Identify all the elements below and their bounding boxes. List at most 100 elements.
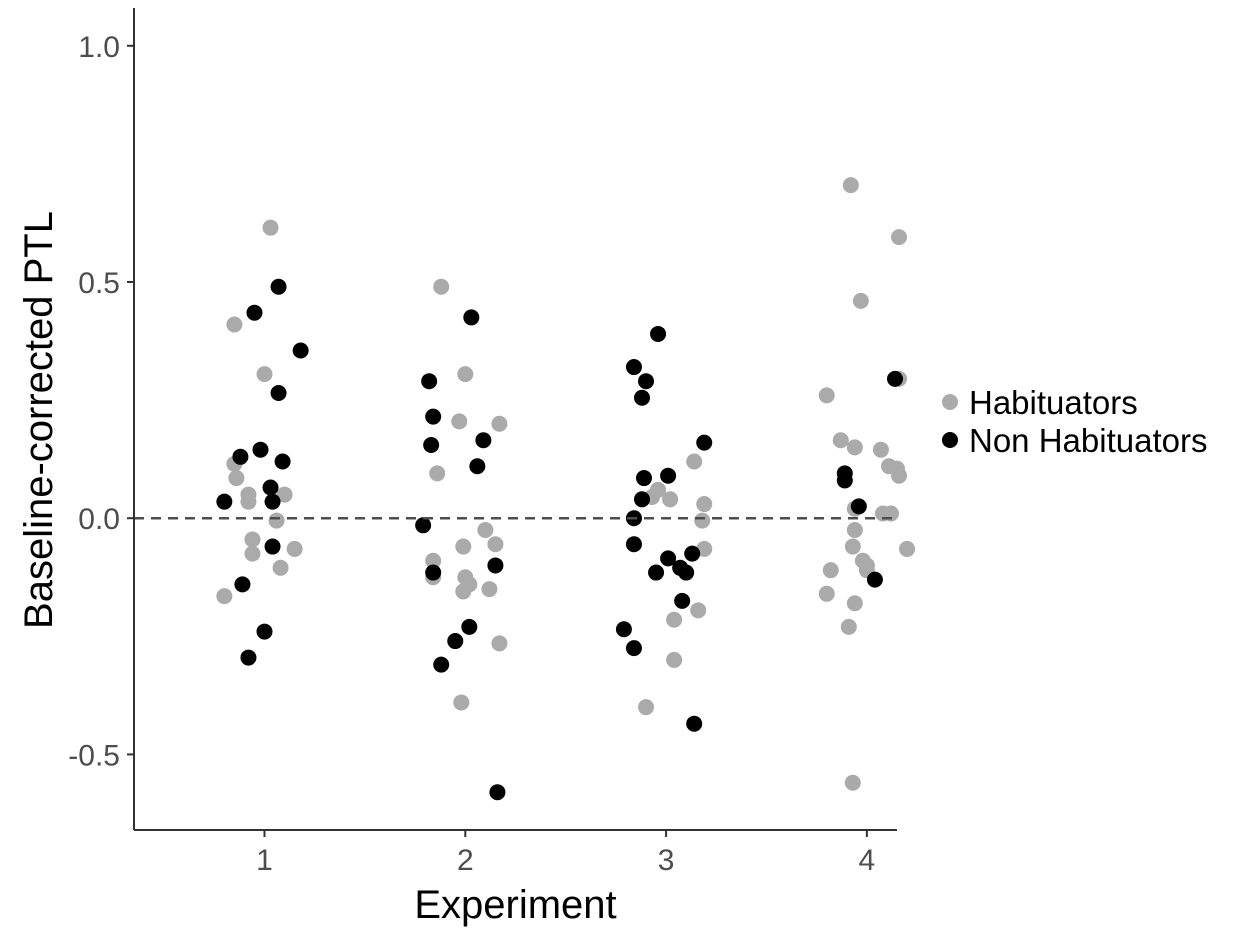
data-point-habituators <box>216 588 233 605</box>
data-point-non-habituators <box>684 545 701 562</box>
data-point-habituators <box>491 635 508 652</box>
data-point-non-habituators <box>678 564 695 581</box>
data-point-habituators <box>662 491 679 508</box>
y-axis-title: Baseline-corrected PTL <box>17 211 61 629</box>
data-point-habituators <box>818 387 835 404</box>
data-point-non-habituators <box>447 633 464 650</box>
data-point-non-habituators <box>686 715 703 732</box>
data-point-habituators <box>457 366 474 383</box>
data-point-non-habituators <box>866 571 883 588</box>
data-point-habituators <box>696 540 713 557</box>
data-point-non-habituators <box>246 304 263 321</box>
data-point-non-habituators <box>234 576 251 593</box>
data-point-habituators <box>455 583 472 600</box>
data-point-habituators <box>666 651 683 668</box>
data-point-habituators <box>228 470 245 487</box>
data-point-non-habituators <box>463 309 480 326</box>
x-tick-label: 3 <box>658 844 675 877</box>
data-point-non-habituators <box>660 467 677 484</box>
points-layer <box>216 177 916 801</box>
data-point-habituators <box>268 512 285 529</box>
data-point-non-habituators <box>625 536 642 553</box>
data-point-non-habituators <box>469 458 486 475</box>
legend: Habituators Non Habituators <box>942 384 1207 459</box>
data-point-non-habituators <box>423 436 440 453</box>
data-point-habituators <box>481 581 498 598</box>
data-point-habituators <box>891 467 908 484</box>
data-point-habituators <box>429 465 446 482</box>
data-point-habituators <box>244 545 261 562</box>
data-point-habituators <box>226 316 243 333</box>
y-tick-label: 0.5 <box>78 267 120 300</box>
data-point-non-habituators <box>625 359 642 376</box>
data-point-non-habituators <box>274 453 291 470</box>
data-point-non-habituators <box>425 564 442 581</box>
y-tick-label: 1.0 <box>78 31 120 64</box>
data-point-habituators <box>240 493 257 510</box>
x-tick-label: 1 <box>256 844 273 877</box>
x-tick-label: 2 <box>457 844 474 877</box>
data-point-habituators <box>696 496 713 513</box>
data-point-habituators <box>455 538 472 555</box>
data-point-habituators <box>286 540 303 557</box>
data-point-habituators <box>686 453 703 470</box>
data-point-habituators <box>852 292 869 309</box>
data-point-non-habituators <box>648 564 665 581</box>
x-tick-label: 4 <box>859 844 876 877</box>
data-point-non-habituators <box>836 472 853 489</box>
x-axis-title: Experiment <box>414 883 616 927</box>
data-point-non-habituators <box>425 408 442 425</box>
data-point-non-habituators <box>292 342 309 359</box>
data-point-habituators <box>491 415 508 432</box>
data-point-habituators <box>694 512 711 529</box>
data-point-non-habituators <box>262 479 279 496</box>
data-point-habituators <box>256 366 273 383</box>
legend-marker-habituators <box>942 394 958 410</box>
data-point-habituators <box>262 219 279 236</box>
data-point-habituators <box>846 439 863 456</box>
data-point-non-habituators <box>487 557 504 574</box>
data-point-habituators <box>872 441 889 458</box>
data-point-habituators <box>244 531 261 548</box>
data-point-non-habituators <box>264 538 281 555</box>
y-tick-label: 0.0 <box>78 503 120 536</box>
data-point-non-habituators <box>270 278 287 295</box>
data-point-habituators <box>822 562 839 579</box>
data-point-non-habituators <box>256 623 273 640</box>
data-point-non-habituators <box>216 493 233 510</box>
data-point-habituators <box>272 559 289 576</box>
data-point-non-habituators <box>636 470 653 487</box>
y-tick-label: -0.5 <box>68 739 120 772</box>
data-point-habituators <box>638 699 655 716</box>
data-point-habituators <box>846 522 863 539</box>
data-point-habituators <box>433 278 450 295</box>
data-point-habituators <box>891 229 908 246</box>
data-point-non-habituators <box>696 434 713 451</box>
data-point-non-habituators <box>850 498 867 515</box>
legend-label-habituators: Habituators <box>969 384 1138 421</box>
data-point-non-habituators <box>461 618 478 635</box>
data-point-habituators <box>666 611 683 628</box>
x-axis-ticks: 1 2 3 4 <box>256 830 875 877</box>
data-point-habituators <box>832 432 849 449</box>
data-point-habituators <box>846 595 863 612</box>
data-point-non-habituators <box>615 621 632 638</box>
data-point-non-habituators <box>433 656 450 673</box>
data-point-habituators <box>899 540 916 557</box>
data-point-non-habituators <box>674 592 691 609</box>
data-point-habituators <box>842 177 859 194</box>
data-point-habituators <box>840 618 857 635</box>
data-point-non-habituators <box>633 491 650 508</box>
data-point-habituators <box>818 585 835 602</box>
y-axis-ticks: 1.0 0.5 0.0 -0.5 <box>68 31 134 772</box>
data-point-non-habituators <box>625 640 642 657</box>
data-point-habituators <box>690 602 707 619</box>
data-point-non-habituators <box>240 649 257 666</box>
data-point-non-habituators <box>421 373 438 390</box>
data-point-non-habituators <box>489 784 506 801</box>
legend-label-non-habituators: Non Habituators <box>969 422 1207 459</box>
data-point-non-habituators <box>270 385 287 402</box>
data-point-habituators <box>276 486 293 503</box>
data-point-habituators <box>453 694 470 711</box>
